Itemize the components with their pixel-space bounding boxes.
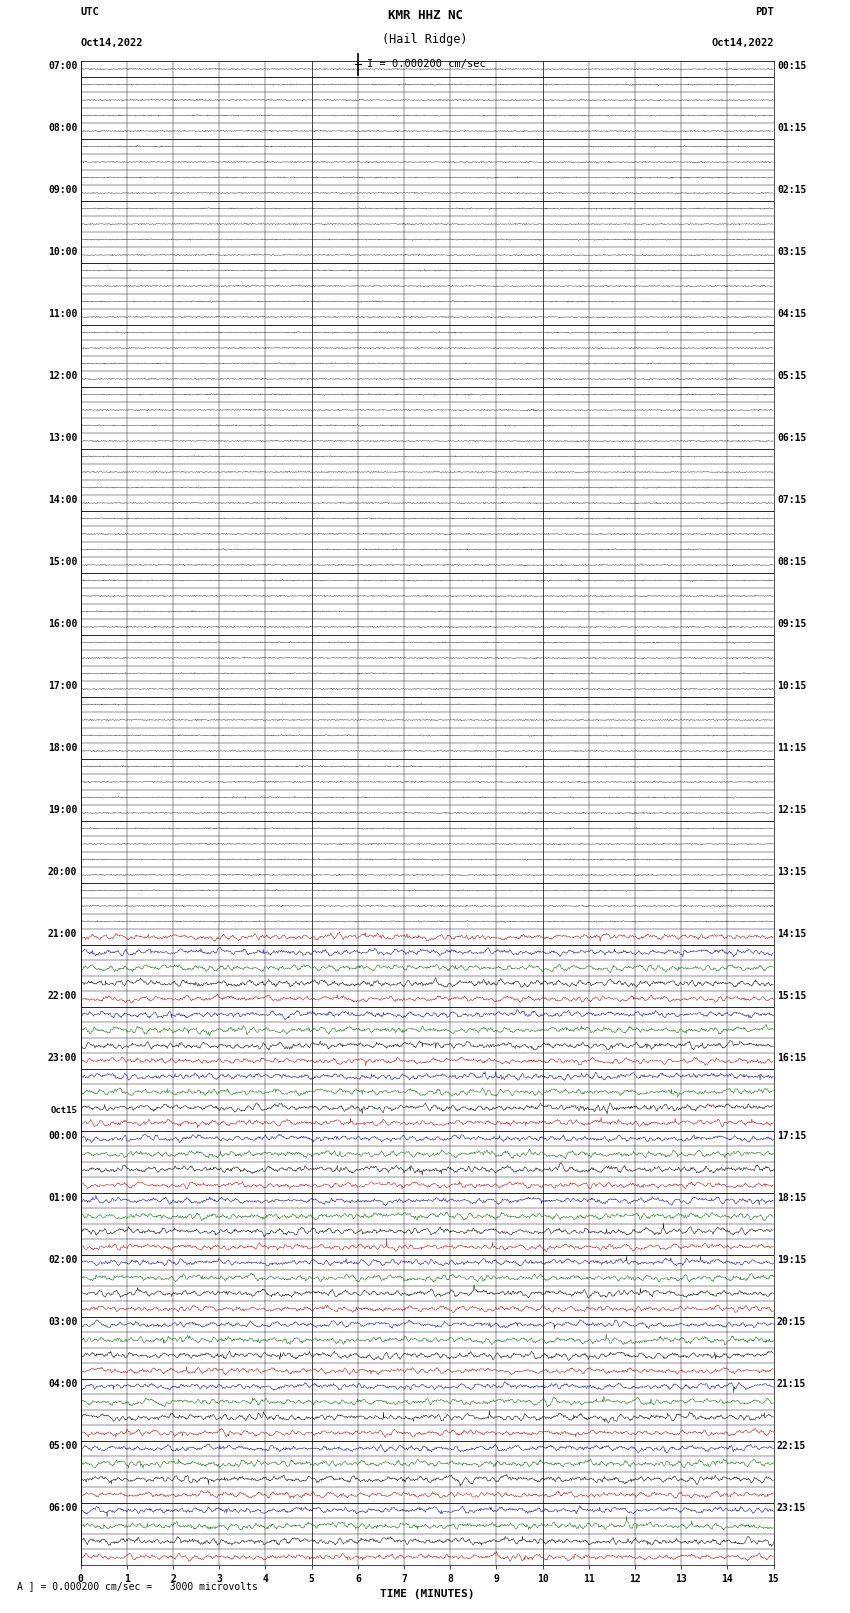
Text: 22:00: 22:00	[48, 990, 77, 1002]
Text: 02:15: 02:15	[777, 185, 807, 195]
Text: 10:00: 10:00	[48, 247, 77, 256]
Text: A ] = 0.000200 cm/sec =   3000 microvolts: A ] = 0.000200 cm/sec = 3000 microvolts	[17, 1581, 258, 1592]
Text: 02:00: 02:00	[48, 1255, 77, 1265]
Text: 05:00: 05:00	[48, 1440, 77, 1450]
Text: 16:15: 16:15	[777, 1053, 807, 1063]
Text: 21:00: 21:00	[48, 929, 77, 939]
Text: 20:00: 20:00	[48, 868, 77, 877]
Text: 08:00: 08:00	[48, 123, 77, 134]
Text: 18:15: 18:15	[777, 1192, 807, 1203]
Text: 17:00: 17:00	[48, 681, 77, 692]
Text: 23:15: 23:15	[777, 1503, 807, 1513]
Text: 15:00: 15:00	[48, 556, 77, 568]
Text: 14:15: 14:15	[777, 929, 807, 939]
Text: 03:15: 03:15	[777, 247, 807, 256]
Text: 22:15: 22:15	[777, 1440, 807, 1450]
Text: 13:00: 13:00	[48, 434, 77, 444]
Text: Oct14,2022: Oct14,2022	[711, 39, 774, 48]
Text: 09:00: 09:00	[48, 185, 77, 195]
Text: 03:00: 03:00	[48, 1316, 77, 1326]
Text: 04:15: 04:15	[777, 310, 807, 319]
Text: 07:00: 07:00	[48, 61, 77, 71]
Text: Oct15: Oct15	[50, 1107, 77, 1115]
Text: UTC: UTC	[81, 8, 99, 18]
Text: Oct14,2022: Oct14,2022	[81, 39, 144, 48]
Text: 05:15: 05:15	[777, 371, 807, 381]
Text: I = 0.000200 cm/sec: I = 0.000200 cm/sec	[367, 60, 486, 69]
Text: 04:00: 04:00	[48, 1379, 77, 1389]
Text: 19:00: 19:00	[48, 805, 77, 815]
Text: 11:15: 11:15	[777, 744, 807, 753]
Text: 16:00: 16:00	[48, 619, 77, 629]
Text: 06:00: 06:00	[48, 1503, 77, 1513]
Text: 23:00: 23:00	[48, 1053, 77, 1063]
Text: PDT: PDT	[755, 8, 774, 18]
Text: (Hail Ridge): (Hail Ridge)	[382, 34, 468, 47]
Text: 11:00: 11:00	[48, 310, 77, 319]
Text: 14:00: 14:00	[48, 495, 77, 505]
Text: KMR HHZ NC: KMR HHZ NC	[388, 8, 462, 23]
Text: 12:15: 12:15	[777, 805, 807, 815]
Text: 15:15: 15:15	[777, 990, 807, 1002]
Text: 17:15: 17:15	[777, 1131, 807, 1140]
Text: 00:00: 00:00	[48, 1131, 77, 1140]
Text: 01:15: 01:15	[777, 123, 807, 134]
Text: 10:15: 10:15	[777, 681, 807, 692]
Text: 19:15: 19:15	[777, 1255, 807, 1265]
Text: 08:15: 08:15	[777, 556, 807, 568]
Text: 09:15: 09:15	[777, 619, 807, 629]
Text: 12:00: 12:00	[48, 371, 77, 381]
Text: 18:00: 18:00	[48, 744, 77, 753]
Text: 13:15: 13:15	[777, 868, 807, 877]
Text: 00:15: 00:15	[777, 61, 807, 71]
Text: 21:15: 21:15	[777, 1379, 807, 1389]
Text: 06:15: 06:15	[777, 434, 807, 444]
Text: 07:15: 07:15	[777, 495, 807, 505]
Text: 01:00: 01:00	[48, 1192, 77, 1203]
X-axis label: TIME (MINUTES): TIME (MINUTES)	[380, 1589, 474, 1598]
Text: 20:15: 20:15	[777, 1316, 807, 1326]
